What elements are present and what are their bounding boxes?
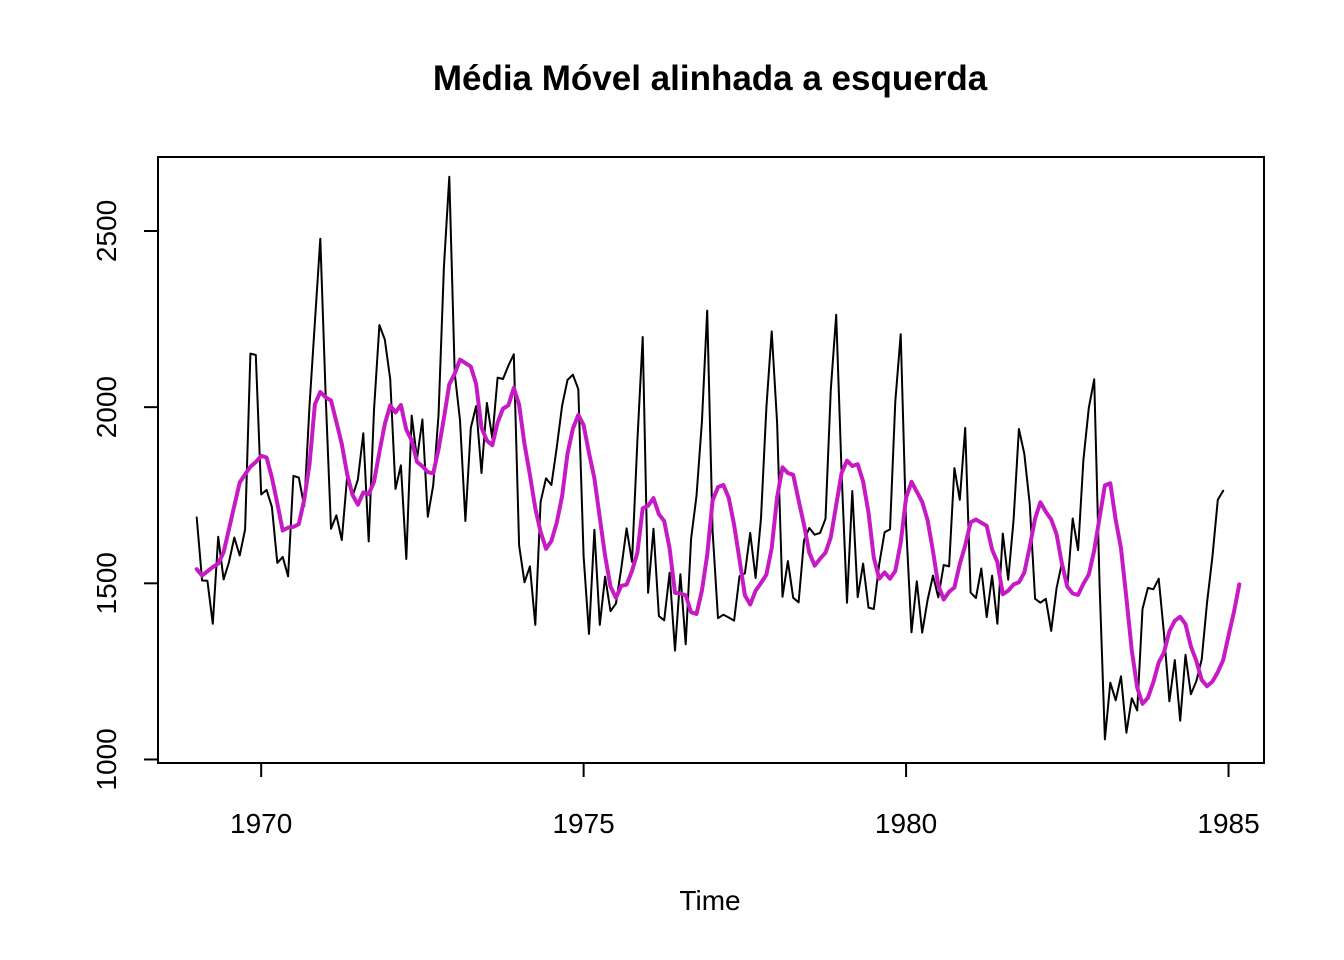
series-line-original <box>195 175 1225 741</box>
y-axis: 1000 1500 2000 2500 <box>91 200 159 791</box>
y-tick-label: 2000 <box>91 376 122 438</box>
series-layer <box>194 175 1242 741</box>
series-line-moving-average <box>194 357 1242 706</box>
x-tick-label: 1985 <box>1197 808 1259 839</box>
y-tick-label: 1500 <box>91 552 122 614</box>
x-tick-label: 1970 <box>230 808 292 839</box>
x-tick-label: 1980 <box>875 808 937 839</box>
x-axis: 1970 1975 1980 1985 <box>230 762 1260 839</box>
x-tick-label: 1975 <box>552 808 614 839</box>
y-tick-label: 2500 <box>91 200 122 262</box>
chart-title: Média Móvel alinhada a esquerda <box>433 59 988 98</box>
y-tick-label: 1000 <box>91 728 122 790</box>
x-axis-label: Time <box>679 885 740 916</box>
